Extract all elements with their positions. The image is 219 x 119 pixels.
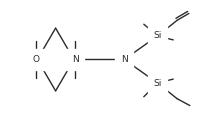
Text: Si: Si — [153, 32, 162, 40]
Text: Si: Si — [153, 79, 162, 87]
Text: N: N — [72, 55, 79, 64]
Text: O: O — [32, 55, 39, 64]
Text: N: N — [121, 55, 128, 64]
